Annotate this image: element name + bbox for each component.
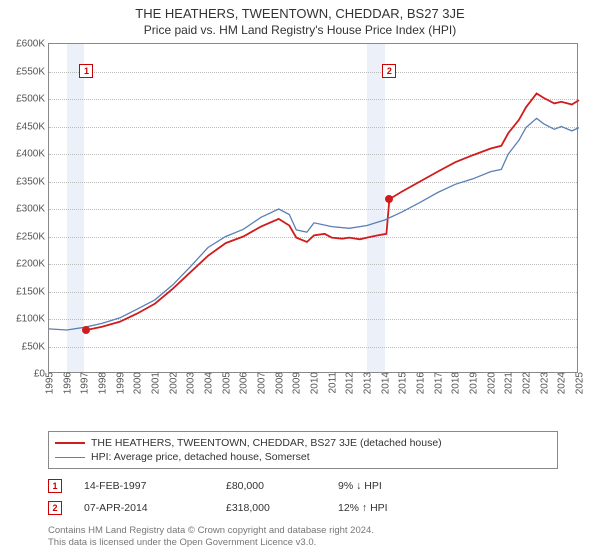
x-axis-label: 2009: [290, 372, 303, 394]
y-axis-label: £250K: [16, 231, 49, 242]
y-axis-label: £150K: [16, 286, 49, 297]
legend-swatch: [55, 442, 85, 444]
sale-date: 07-APR-2014: [84, 502, 204, 514]
chart-title: THE HEATHERS, TWEENTOWN, CHEDDAR, BS27 3…: [0, 6, 600, 21]
x-axis-label: 2001: [149, 372, 162, 394]
x-axis-label: 1996: [60, 372, 73, 394]
x-axis-label: 2003: [184, 372, 197, 394]
y-axis-label: £350K: [16, 176, 49, 187]
x-axis-label: 2007: [255, 372, 268, 394]
footer-attribution: Contains HM Land Registry data © Crown c…: [48, 525, 558, 549]
x-axis-label: 2004: [202, 372, 215, 394]
series-line: [49, 118, 579, 330]
legend-item: HPI: Average price, detached house, Some…: [55, 450, 551, 464]
x-axis-label: 2008: [272, 372, 285, 394]
sale-marker: 2: [48, 501, 62, 515]
x-axis-label: 2025: [573, 372, 586, 394]
y-axis-label: £550K: [16, 66, 49, 77]
sale-price: £318,000: [226, 502, 316, 514]
series-svg: [49, 44, 579, 374]
x-axis-label: 2018: [449, 372, 462, 394]
x-axis-label: 1995: [43, 372, 56, 394]
x-axis-label: 2024: [555, 372, 568, 394]
x-axis-label: 2013: [361, 372, 374, 394]
legend-item: THE HEATHERS, TWEENTOWN, CHEDDAR, BS27 3…: [55, 436, 551, 450]
legend-box: THE HEATHERS, TWEENTOWN, CHEDDAR, BS27 3…: [48, 431, 558, 469]
y-axis-label: £100K: [16, 314, 49, 325]
x-axis-label: 2012: [343, 372, 356, 394]
sale-row: 2 07-APR-2014 £318,000 12% ↑ HPI: [48, 497, 558, 519]
x-axis-label: 2016: [414, 372, 427, 394]
x-axis-label: 1998: [96, 372, 109, 394]
y-axis-label: £200K: [16, 259, 49, 270]
chart-subtitle: Price paid vs. HM Land Registry's House …: [0, 23, 600, 37]
x-axis-label: 2019: [467, 372, 480, 394]
sales-table: 1 14-FEB-1997 £80,000 9% ↓ HPI 2 07-APR-2014 £…: [48, 475, 558, 519]
event-marker-box: 2: [382, 64, 396, 78]
x-axis-label: 1999: [113, 372, 126, 394]
y-axis-label: £450K: [16, 121, 49, 132]
x-axis-label: 2000: [131, 372, 144, 394]
x-axis-label: 2002: [166, 372, 179, 394]
sale-pct: 9% ↓ HPI: [338, 480, 448, 492]
plot-area: £0£50K£100K£150K£200K£250K£300K£350K£400…: [48, 43, 578, 373]
chart-container: £0£50K£100K£150K£200K£250K£300K£350K£400…: [0, 39, 600, 409]
x-axis-label: 1997: [78, 372, 91, 394]
x-axis-label: 2022: [520, 372, 533, 394]
x-axis-label: 2005: [219, 372, 232, 394]
sale-marker: 1: [48, 479, 62, 493]
y-axis-label: £50K: [22, 341, 49, 352]
sale-date: 14-FEB-1997: [84, 480, 204, 492]
x-axis-label: 2015: [396, 372, 409, 394]
legend-label: HPI: Average price, detached house, Some…: [91, 451, 310, 463]
legend-label: THE HEATHERS, TWEENTOWN, CHEDDAR, BS27 3…: [91, 437, 442, 449]
x-axis-label: 2020: [484, 372, 497, 394]
x-axis-label: 2017: [431, 372, 444, 394]
legend-swatch: [55, 457, 85, 458]
x-axis-label: 2021: [502, 372, 515, 394]
y-axis-label: £300K: [16, 204, 49, 215]
sale-row: 1 14-FEB-1997 £80,000 9% ↓ HPI: [48, 475, 558, 497]
x-axis-label: 2023: [537, 372, 550, 394]
y-axis-label: £400K: [16, 149, 49, 160]
x-axis-label: 2010: [308, 372, 321, 394]
y-axis-label: £500K: [16, 94, 49, 105]
event-marker-box: 1: [79, 64, 93, 78]
sale-price: £80,000: [226, 480, 316, 492]
footer-line: Contains HM Land Registry data © Crown c…: [48, 525, 558, 537]
sale-pct: 12% ↑ HPI: [338, 502, 448, 514]
event-point: [385, 195, 393, 203]
x-axis-label: 2011: [325, 372, 338, 394]
event-point: [82, 326, 90, 334]
y-axis-label: £600K: [16, 39, 49, 50]
footer-line: This data is licensed under the Open Gov…: [48, 537, 558, 549]
x-axis-label: 2006: [237, 372, 250, 394]
x-axis-label: 2014: [378, 372, 391, 394]
